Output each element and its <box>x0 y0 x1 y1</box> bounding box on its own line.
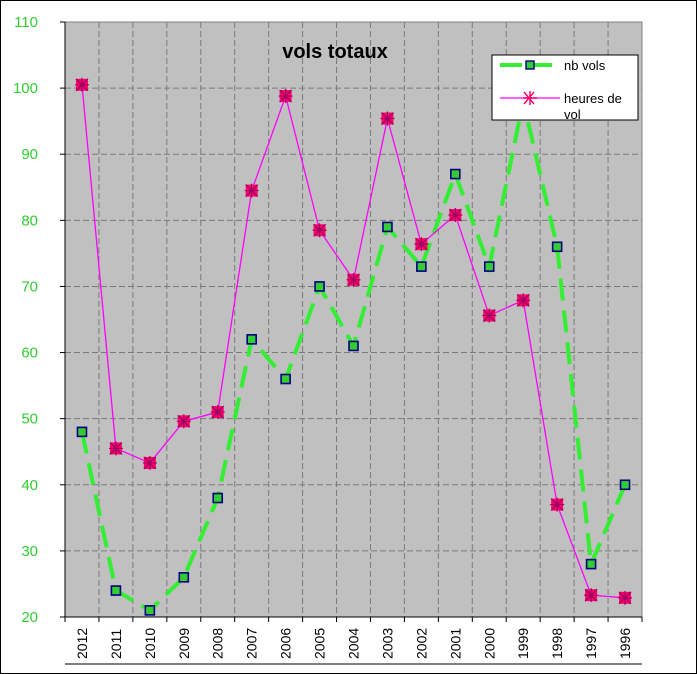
x-tick-label: 1998 <box>549 628 565 659</box>
data-point <box>585 558 597 570</box>
chart-title: vols totaux <box>282 41 388 63</box>
data-point <box>414 237 429 252</box>
data-point <box>74 77 89 92</box>
data-point <box>346 272 361 287</box>
marker-star <box>482 308 497 323</box>
x-tick-label: 2008 <box>210 628 226 659</box>
y-tick-label: 20 <box>21 609 38 626</box>
x-tick-label: 2010 <box>142 628 158 659</box>
legend-label: heures de <box>564 91 622 106</box>
data-point <box>450 168 461 180</box>
data-point <box>212 492 224 504</box>
data-point <box>482 308 497 323</box>
data-point <box>76 426 88 438</box>
series-heures-de-vol <box>74 77 633 605</box>
marker-star <box>244 183 259 198</box>
marker-star <box>414 237 429 252</box>
x-tick-label: 2009 <box>176 628 192 659</box>
data-point <box>551 241 563 253</box>
data-point <box>483 261 495 272</box>
data-point <box>380 111 395 126</box>
marker-star <box>278 89 293 104</box>
data-point <box>314 281 325 292</box>
marker-star <box>108 441 123 456</box>
data-point <box>516 293 531 308</box>
marker-star <box>142 455 157 470</box>
y-tick-label: 50 <box>21 411 38 428</box>
data-point <box>312 223 327 238</box>
legend-marker <box>523 91 537 105</box>
data-point <box>382 221 393 233</box>
data-point <box>584 588 599 603</box>
data-point <box>280 373 291 385</box>
x-tick-label: 2012 <box>74 628 90 659</box>
data-point <box>178 572 190 583</box>
axes <box>64 21 643 665</box>
data-point <box>619 479 631 491</box>
data-point <box>210 405 225 420</box>
data-point <box>618 590 633 605</box>
data-point <box>110 585 122 596</box>
x-tick-label: 1997 <box>583 628 599 659</box>
y-tick-label: 60 <box>21 345 38 362</box>
legend-marker <box>525 60 535 70</box>
y-tick-label: 70 <box>21 278 38 295</box>
marker-star <box>380 111 395 126</box>
marker-star <box>312 223 327 238</box>
x-tick-label: 1996 <box>617 628 633 659</box>
marker-star <box>346 272 361 287</box>
marker-star <box>210 405 225 420</box>
x-tick-label: 2003 <box>379 628 395 659</box>
data-point <box>176 414 191 429</box>
data-point <box>144 605 156 616</box>
y-tick-label: 100 <box>13 80 38 97</box>
marker-star <box>516 293 531 308</box>
marker-star <box>74 77 89 92</box>
x-tick-label: 2000 <box>481 628 497 659</box>
data-point <box>278 89 293 104</box>
x-tick-label: 2006 <box>278 628 294 659</box>
x-axis-ticks: 2012 2011 2010 2009 2008 2007 2006 2005 2004 2003… <box>64 617 643 659</box>
marker-star <box>176 414 191 429</box>
legend-label: vol <box>564 107 581 122</box>
y-axis-ticks: 20 30 40 50 60 70 80 90 100 110 <box>13 14 65 626</box>
data-point <box>448 208 463 223</box>
legend-label: nb vols <box>564 58 606 73</box>
x-tick-label: 2011 <box>108 629 124 659</box>
plot-area <box>65 22 642 617</box>
x-tick-label: 2005 <box>312 628 328 659</box>
data-point <box>416 261 427 272</box>
marker-star <box>448 208 463 223</box>
y-tick-label: 30 <box>21 543 38 560</box>
data-point <box>244 183 259 198</box>
y-tick-label: 110 <box>14 14 38 31</box>
y-tick-label: 80 <box>21 212 38 229</box>
legend-item: nb vols <box>500 58 606 73</box>
marker-star <box>550 497 565 512</box>
data-point <box>348 340 359 352</box>
marker-star <box>618 590 633 605</box>
data-point <box>246 334 257 345</box>
y-tick-label: 90 <box>21 146 38 163</box>
x-tick-label: 2004 <box>346 628 362 659</box>
y-tick-label: 40 <box>21 477 38 494</box>
data-point <box>108 441 123 456</box>
x-tick-label: 2002 <box>413 628 429 659</box>
x-tick-label: 1999 <box>515 628 531 659</box>
x-tick-label: 2001 <box>447 628 463 659</box>
data-point <box>142 455 157 470</box>
data-point <box>550 497 565 512</box>
marker-star <box>584 588 599 603</box>
x-tick-label: 2007 <box>244 628 260 659</box>
